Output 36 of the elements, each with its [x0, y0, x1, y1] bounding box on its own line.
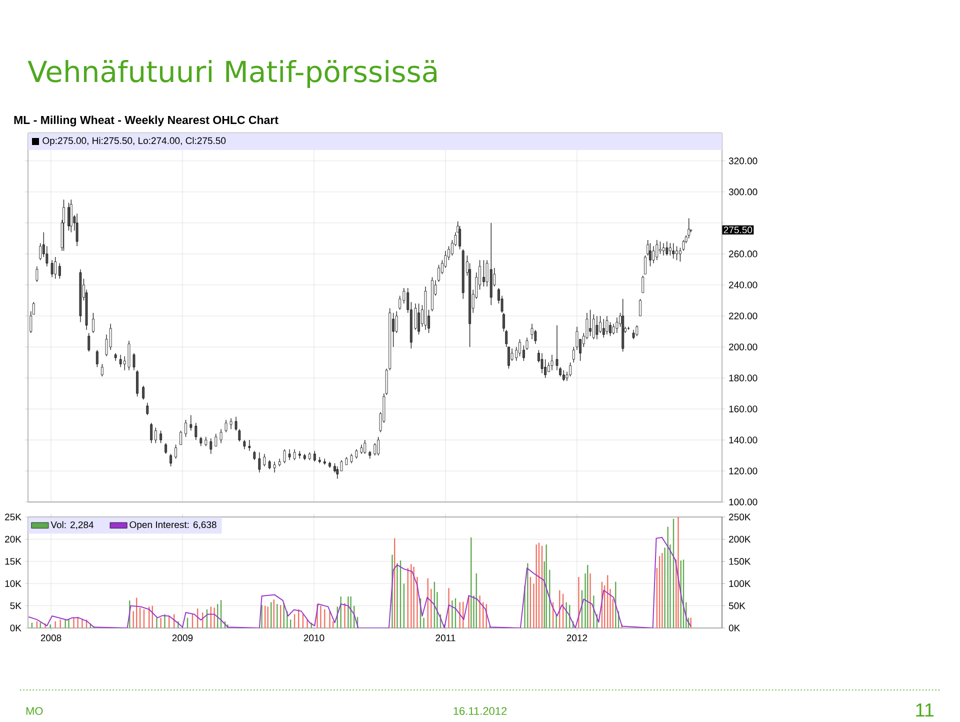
- chart-title: Vehnäfutuuri Matif-pörssissä: [28, 60, 436, 88]
- y-tick-label: 5K: [10, 602, 22, 610]
- y2-tick-label: 50K: [728, 602, 746, 610]
- y-tick-label: 0K: [10, 624, 22, 632]
- y-tick-label: 100.00: [729, 498, 758, 506]
- y-tick-label: 20K: [5, 536, 22, 543]
- y-tick-label: 140.00: [729, 436, 758, 444]
- legend-label: Open Interest: 6,638: [130, 521, 216, 530]
- text: 275.50: [724, 226, 752, 234]
- y-tick-label: 260.00: [729, 250, 758, 258]
- text: 16.11.2012: [454, 707, 507, 715]
- annotation: Op:275.00, Hi:275.50, Lo:274.00, Cl:275.50: [42, 137, 226, 146]
- y-tick-label: 10K: [5, 580, 22, 587]
- y-tick-label: 320.00: [728, 158, 758, 164]
- y2-tick-label: 150K: [729, 558, 751, 565]
- y-tick-label: 120.00: [729, 468, 758, 474]
- y-tick-label: 200.00: [729, 344, 758, 350]
- y2-tick-label: 100K: [729, 580, 751, 587]
- x-tick-label: 2008: [40, 634, 62, 642]
- text: 11: [916, 703, 934, 717]
- y-tick-label: 15K: [5, 558, 22, 565]
- y-tick-label: 240.00: [729, 282, 758, 288]
- text: MO: [26, 707, 43, 715]
- x-tick-label: 2010: [304, 634, 324, 642]
- legend-label: Vol: 2,284: [50, 521, 94, 530]
- y-tick-label: 300.00: [728, 188, 758, 196]
- chart-subtitle: ML - Milling Wheat - Weekly Nearest OHLC Chart: [14, 116, 278, 126]
- y-tick-label: 25K: [5, 514, 22, 520]
- y2-tick-label: 250K: [729, 514, 751, 520]
- x-tick-label: 2009: [172, 634, 193, 642]
- y-tick-label: 180.00: [729, 374, 758, 382]
- y-tick-label: 160.00: [729, 406, 758, 412]
- y-tick-label: 220.00: [729, 312, 758, 320]
- x-tick-label: 2012: [566, 634, 588, 642]
- x-tick-label: 2011: [436, 634, 456, 642]
- y2-tick-label: 200K: [729, 536, 751, 543]
